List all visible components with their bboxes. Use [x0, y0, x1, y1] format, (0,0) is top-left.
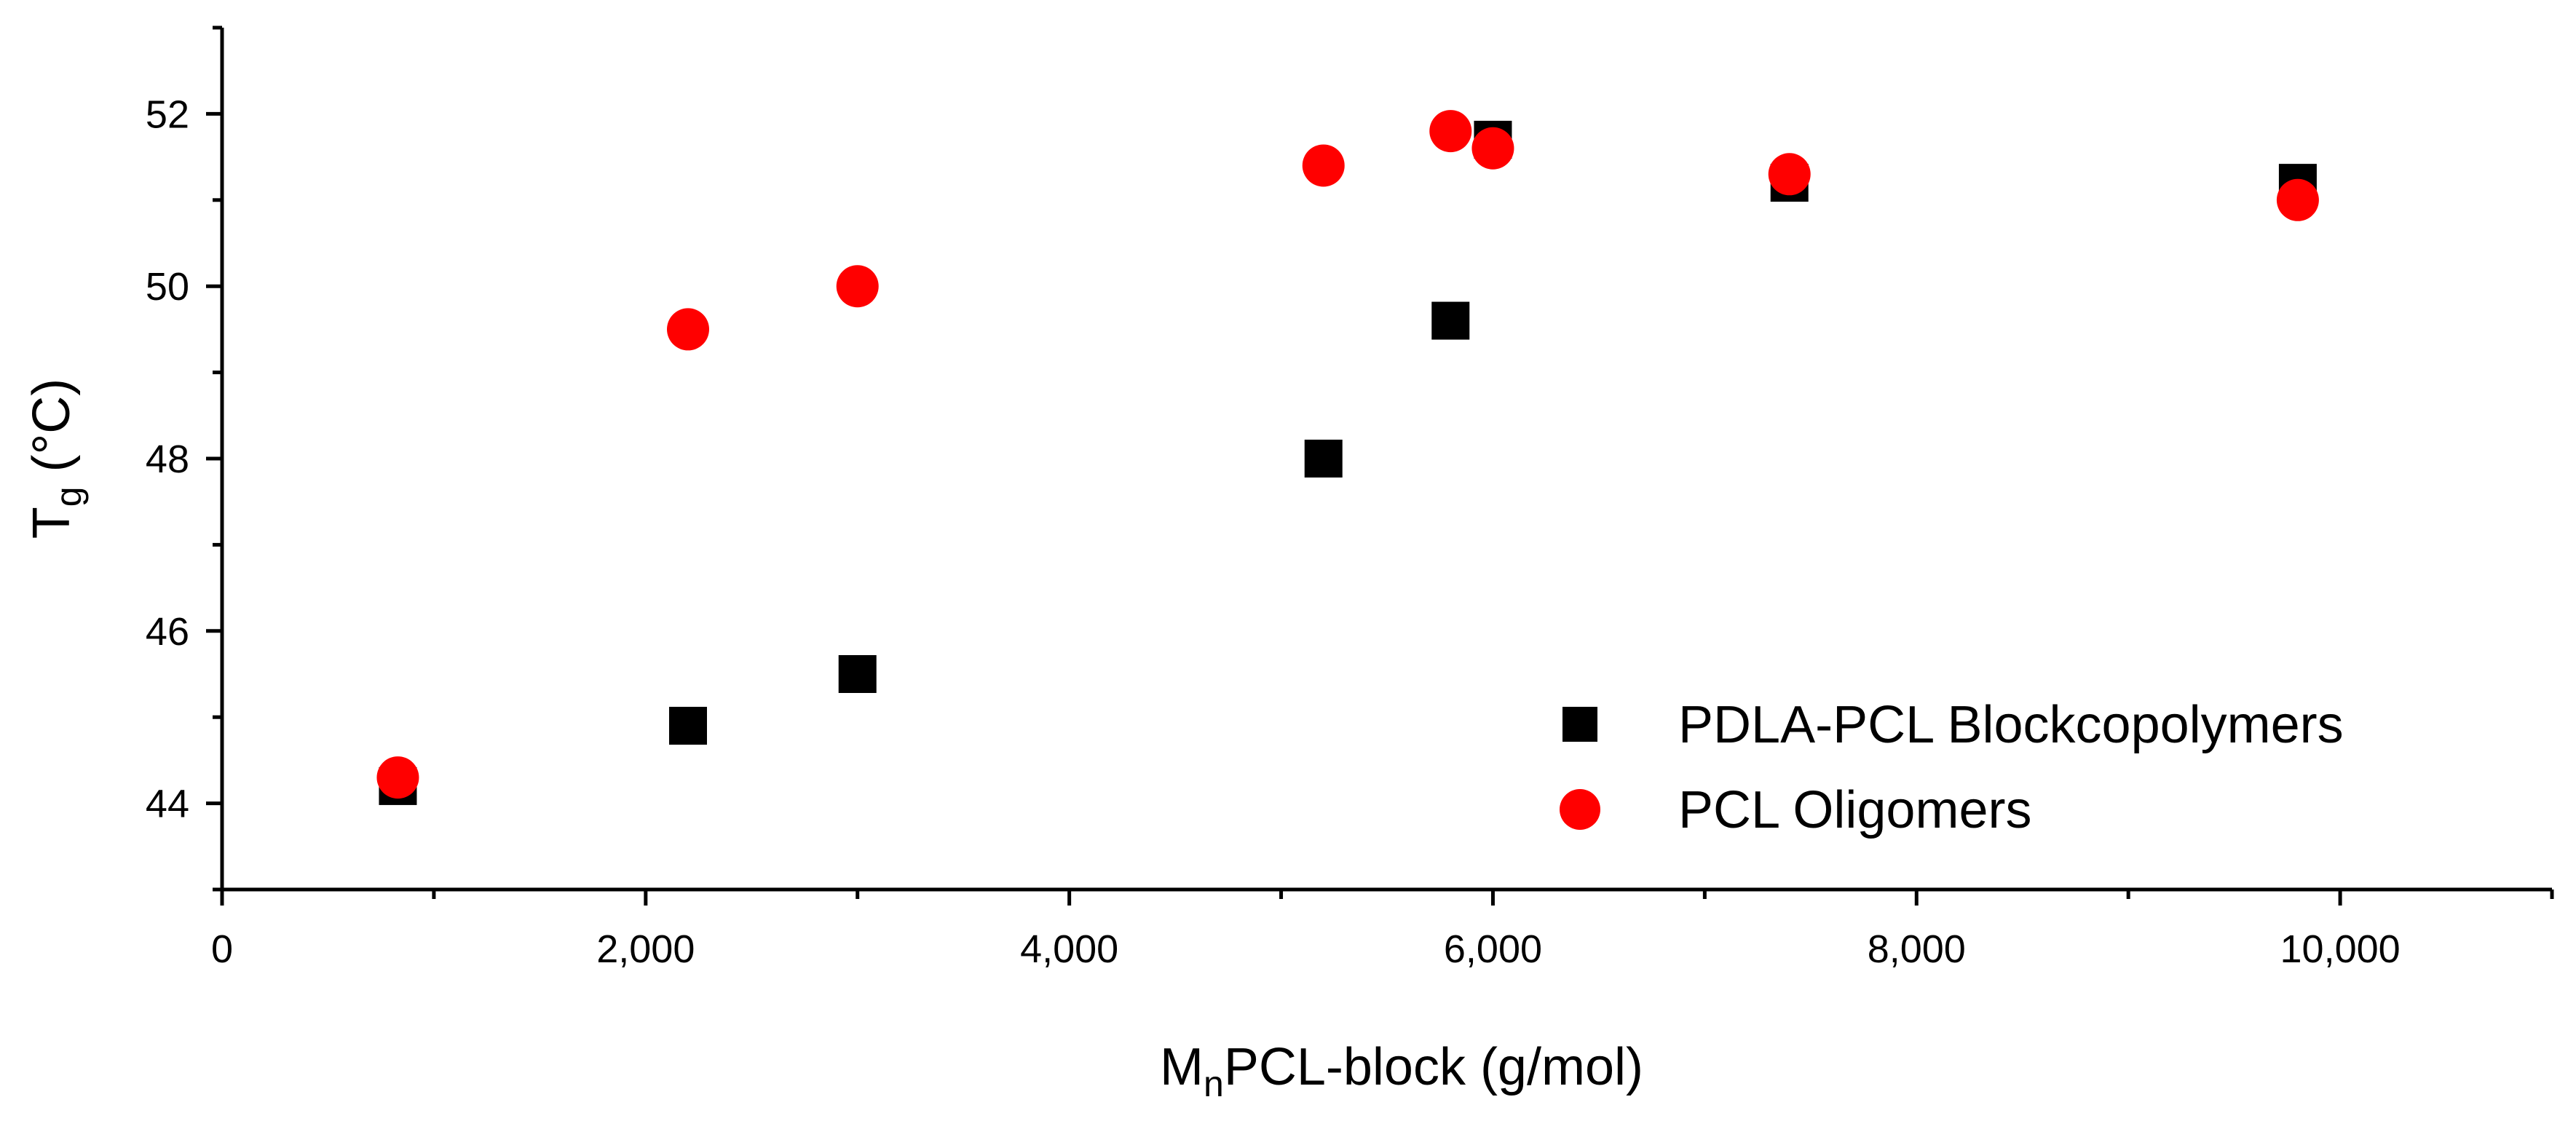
y-tick-label: 52: [146, 92, 189, 136]
x-tick-label: 8,000: [1868, 927, 1966, 971]
legend-marker-pcl-oligomers: [1560, 789, 1600, 830]
y-axis-ticks: 44 46 48 50 52: [146, 25, 222, 892]
legend-label-pdla-pcl: PDLA-PCL Blockcopolymers: [1678, 696, 2344, 754]
data-points: [376, 110, 2319, 805]
data-point-circle: [1429, 110, 1472, 153]
x-tick-label: 6,000: [1444, 927, 1542, 971]
x-axis-title: MnPCL-block (g/mol): [1160, 1038, 1643, 1104]
y-axis-title-rest: (°C): [23, 379, 81, 487]
x-tick-label: 0: [211, 927, 233, 971]
x-axis-title-rest: PCL-block (g/mol): [1224, 1038, 1643, 1096]
data-point-circle: [667, 308, 709, 351]
x-tick-label: 10,000: [2280, 927, 2401, 971]
y-axis-title: Tg (°C): [23, 379, 89, 539]
legend-label-pcl-oligomers: PCL Oligomers: [1678, 781, 2031, 839]
axes: [220, 28, 2552, 892]
data-point-circle: [1471, 127, 1514, 170]
data-point-square: [838, 655, 877, 693]
y-tick-label: 44: [146, 783, 189, 826]
data-point-circle: [1302, 144, 1345, 187]
y-tick-label: 48: [146, 437, 189, 481]
data-point-square: [669, 707, 707, 745]
data-point-square: [1304, 440, 1343, 478]
legend: PDLA-PCL Blockcopolymers PCL Oligomers: [1560, 696, 2344, 839]
x-axis-title-subscript: n: [1204, 1063, 1224, 1104]
data-point-circle: [1768, 153, 1811, 196]
data-point-circle: [2276, 178, 2319, 221]
legend-marker-pdla-pcl: [1562, 707, 1597, 742]
data-point-circle: [376, 756, 419, 799]
x-tick-label: 2,000: [596, 927, 695, 971]
y-axis-title-subscript: g: [48, 486, 89, 507]
data-point-square: [1431, 301, 1470, 340]
x-axis-ticks: 0 2,000 4,000 6,000 8,000 10,000: [211, 890, 2554, 971]
y-axis-title-main: T: [23, 507, 81, 539]
y-tick-label: 46: [146, 610, 189, 654]
data-point-circle: [836, 265, 879, 308]
x-axis-title-main: M: [1160, 1038, 1204, 1096]
x-tick-label: 4,000: [1020, 927, 1118, 971]
y-tick-label: 50: [146, 265, 189, 309]
